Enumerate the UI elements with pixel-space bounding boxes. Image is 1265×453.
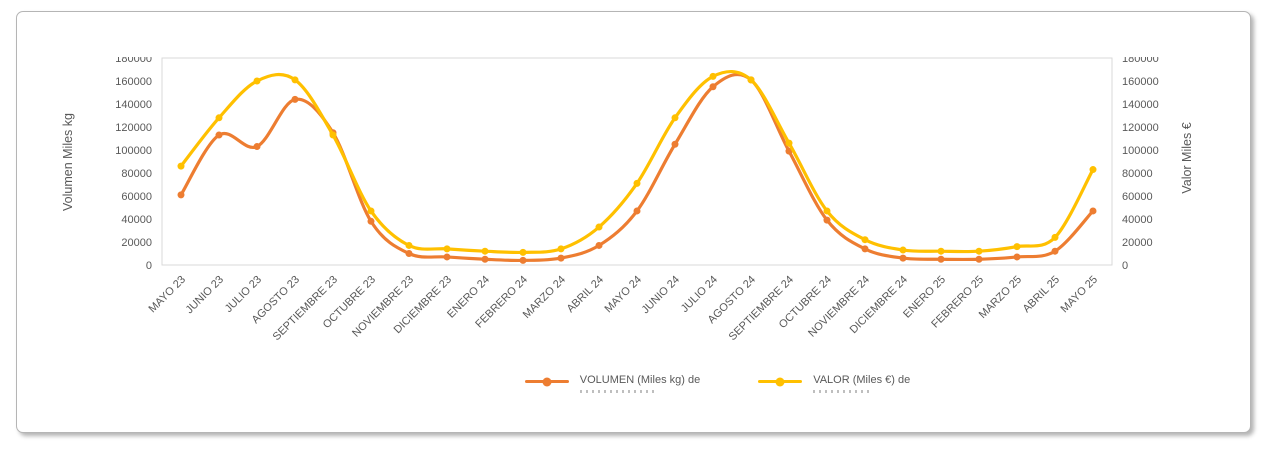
valor-legend-marker-icon — [758, 377, 803, 386]
top-crop-overlay — [20, 14, 1245, 57]
y-axis-right-tick-label: 80000 — [1122, 168, 1153, 180]
volumen-series-marker — [557, 254, 565, 262]
y-axis-right-tick-label: 20000 — [1122, 237, 1153, 249]
volumen-series-marker — [1051, 247, 1059, 255]
valor-series-marker — [747, 76, 755, 84]
y-axis-left-tick-label: 160000 — [115, 76, 152, 88]
valor-series-marker — [367, 207, 375, 215]
volumen-series-marker — [899, 254, 907, 262]
plot-area — [161, 57, 1113, 266]
x-axis-label: JUNIO 23 — [183, 274, 226, 317]
y-axis-left-tick-label: 60000 — [121, 191, 152, 203]
volumen-series-marker — [177, 191, 185, 199]
volumen-series-marker — [861, 245, 869, 253]
y-axis-right-tick-label: 0 — [1122, 260, 1128, 272]
volumen-series-marker — [937, 255, 945, 263]
y-axis-right-tick-label: 140000 — [1122, 99, 1159, 111]
volumen-series-marker — [443, 253, 451, 261]
valor-series-marker — [1051, 233, 1059, 241]
legend-label-valor-clipped-line2 — [813, 389, 874, 393]
y-axis-left-tick-label: 0 — [146, 260, 152, 272]
x-axis-label: JUNIO 24 — [639, 274, 682, 317]
chart-legend: VOLUMEN (Miles kg) de VALOR (Miles €) de — [170, 374, 1265, 393]
valor-series-marker — [1089, 166, 1097, 174]
valor-series-marker — [177, 162, 185, 170]
y-axis-right-tick-label: 60000 — [1122, 191, 1153, 203]
valor-series-marker — [671, 114, 679, 122]
valor-series-marker — [823, 207, 831, 215]
valor-series-marker — [291, 76, 299, 84]
volumen-series-marker — [595, 241, 603, 249]
left-axis-title: Volumen Miles kg — [61, 113, 75, 211]
right-axis-title: Valor Miles € — [1180, 122, 1194, 193]
y-axis-right-tick-label: 100000 — [1122, 145, 1159, 157]
valor-series-marker — [405, 241, 413, 249]
y-axis-left-tick-label: 40000 — [121, 214, 152, 226]
y-axis-left-tick-label: 120000 — [115, 122, 152, 134]
valor-series-marker — [975, 247, 983, 255]
y-axis-left-ticks: 0 20000 40000 60000 80000 100000 120000 140000 1… — [115, 53, 152, 272]
valor-series-marker — [557, 245, 565, 253]
valor-series-marker — [937, 247, 945, 255]
valor-series-marker — [1013, 243, 1021, 251]
valor-series-marker — [785, 139, 793, 147]
volumen-legend-marker-icon — [524, 377, 569, 386]
valor-series-marker — [215, 114, 223, 122]
valor-series-marker — [253, 77, 261, 85]
x-axis-label: SEPTIEMBRE 24 — [727, 274, 796, 343]
legend-label-volumen: VOLUMEN (Miles kg) de — [579, 374, 701, 386]
legend-item-volumen: VOLUMEN (Miles kg) de — [524, 374, 701, 393]
y-axis-right-ticks: 0 20000 40000 60000 80000 100000 120000 140000 1… — [1122, 53, 1159, 272]
valor-series-marker — [709, 72, 717, 80]
volumen-series-marker — [709, 83, 717, 91]
volumen-series-marker — [823, 216, 831, 224]
volumen-series-marker — [633, 207, 641, 215]
y-axis-left-tick-label: 140000 — [115, 99, 152, 111]
valor-series-marker — [899, 246, 907, 254]
valor-series-marker — [481, 247, 489, 255]
volumen-series-marker — [405, 250, 413, 257]
series-group — [177, 69, 1097, 264]
volumen-series-marker — [291, 95, 299, 103]
volumen-series-marker — [481, 255, 489, 263]
valor-series-marker — [329, 131, 337, 139]
volumen-series-marker — [215, 131, 223, 139]
y-axis-left-tick-label: 100000 — [115, 145, 152, 157]
x-axis-label: SEPTIEMBRE 23 — [271, 274, 340, 343]
x-axis-label: MAYO 24 — [602, 274, 644, 316]
valor-series-marker — [443, 245, 451, 253]
volumen-series-marker — [671, 140, 679, 148]
volumen-series-marker — [975, 255, 983, 263]
y-axis-left-tick-label: 80000 — [121, 168, 152, 180]
volumen-series-marker — [1089, 207, 1097, 215]
legend-item-valor: VALOR (Miles €) de — [758, 374, 910, 393]
volumen-series-marker — [1013, 253, 1021, 261]
volumen-series-marker — [253, 143, 261, 151]
volumen-legend-dot-icon — [542, 377, 552, 386]
x-axis-label: MAYO 23 — [146, 274, 188, 316]
valor-series-marker — [633, 179, 641, 187]
y-axis-left-tick-label: 20000 — [121, 237, 152, 249]
valor-series-marker — [519, 248, 527, 256]
y-axis-right-tick-label: 40000 — [1122, 214, 1153, 226]
volumen-series-marker — [367, 217, 375, 225]
legend-label-valor: VALOR (Miles €) de — [813, 374, 911, 386]
y-axis-right-tick-label: 120000 — [1122, 122, 1159, 134]
y-axis-right-tick-label: 160000 — [1122, 76, 1159, 88]
valor-legend-dot-icon — [775, 377, 785, 386]
x-axis-label: ABRIL 24 — [565, 274, 606, 315]
volumen-series-marker — [519, 256, 527, 264]
legend-label-volumen-clipped-line2 — [579, 389, 655, 393]
valor-series-marker — [861, 236, 869, 244]
x-axis-label: ABRIL 25 — [1021, 274, 1062, 315]
x-axis-label: MAYO 25 — [1058, 274, 1100, 316]
valor-series-marker — [595, 223, 603, 231]
